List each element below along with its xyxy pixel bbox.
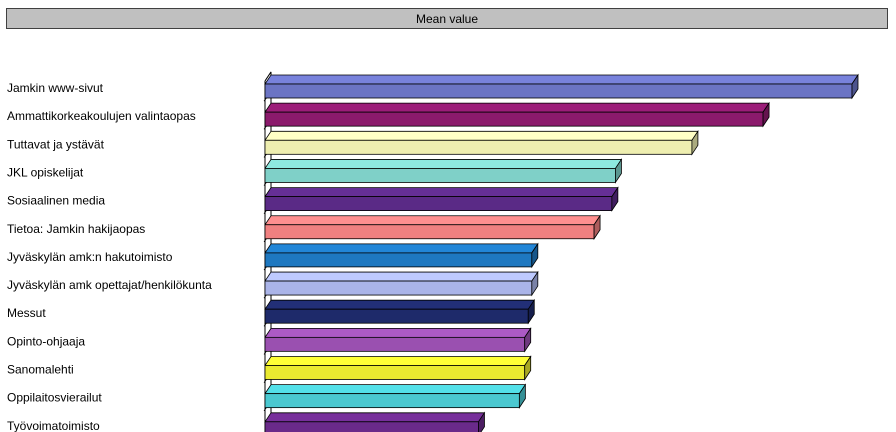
category-label: Jyväskylän amk:n hakutoimisto	[7, 250, 173, 264]
category-label: Oppilaitosvierailut	[7, 391, 102, 405]
category-label: Jyväskylän amk opettajat/henkilökunta	[7, 278, 212, 292]
bar	[264, 214, 601, 241]
bar	[264, 101, 770, 128]
bar	[264, 242, 539, 269]
axis-top-edge	[264, 71, 272, 82]
category-label: Sosiaalinen media	[7, 194, 105, 208]
bar	[264, 270, 539, 297]
category-label: Sanomalehti	[7, 363, 74, 377]
category-label: Tietoa: Jamkin hakijaopas	[7, 222, 145, 236]
bar	[264, 298, 536, 325]
bar	[264, 129, 699, 156]
bar	[264, 383, 527, 409]
category-label: Työvoimatoimisto	[7, 419, 100, 432]
bar	[264, 73, 859, 100]
bar	[264, 158, 623, 184]
chart-bars	[264, 73, 859, 432]
bar	[264, 186, 619, 212]
category-labels: Jamkin www-sivut Ammattikorkeakoulujen va…	[7, 81, 212, 432]
category-label: Jamkin www-sivut	[7, 81, 104, 95]
category-label: Ammattikorkeakoulujen valintaopas	[7, 109, 196, 123]
category-label: Tuttavat ja ystävät	[7, 137, 105, 151]
chart-title-bar: Mean value	[6, 8, 888, 29]
category-label: JKL opiskelijat	[7, 165, 84, 179]
bar	[264, 411, 486, 432]
chart-title: Mean value	[415, 11, 479, 26]
category-label: Messut	[7, 306, 46, 320]
category-label: Opinto-ohjaaja	[7, 334, 85, 348]
bar	[264, 327, 532, 353]
bar	[264, 355, 532, 381]
